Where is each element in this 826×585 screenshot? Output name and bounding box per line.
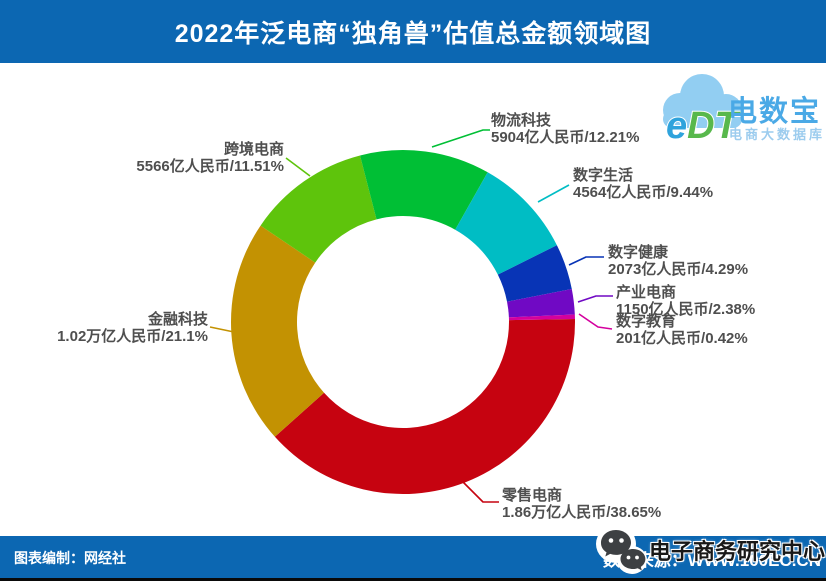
footer-data-source: 数据来源：WWW.100EC.CN [602,551,821,570]
footer-credit: 图表编制：网经社 [14,550,126,566]
leader-line [568,256,604,266]
leader-line [537,184,570,203]
logo-tagline-text: 电商大数据库 [729,127,826,142]
cloud-logo-icon: eDT [663,74,742,148]
title-bar: 2022年泛电商“独角兽”估值总金额领域图 [0,0,826,63]
donut-slice [508,314,575,321]
logo-letter-e: e [666,105,687,147]
leader-line [577,295,613,303]
watermark-text: 电子商务研究中心 [649,539,826,564]
svg-text:eDT: eDT [666,105,741,147]
wechat-icon [596,525,647,574]
leader-line [285,157,311,177]
donut-slice [274,319,575,494]
footer-bar: 图表编制：网经社 数据来源：WWW.100EC.CN [0,536,826,578]
donut-slice [360,149,488,230]
dianshubao-logo: eDT 电数宝 电商大数据库 [650,66,826,152]
donut-slice [260,155,377,263]
bottom-divider [0,578,826,581]
logo-letters-dt: DT [687,105,740,147]
page-title: 2022年泛电商“独角兽”估值总金额领域图 [174,19,652,48]
leader-line [461,480,499,503]
donut-slice [507,288,575,318]
leader-line [431,129,490,148]
donut-slice [455,172,557,275]
logo-brand-text: 电数宝 [728,96,822,128]
watermark: 电子商务研究中心 [595,521,825,579]
leader-line [578,313,613,330]
donut-slice [230,225,325,437]
leader-line [209,326,235,333]
donut-slice [497,245,572,302]
